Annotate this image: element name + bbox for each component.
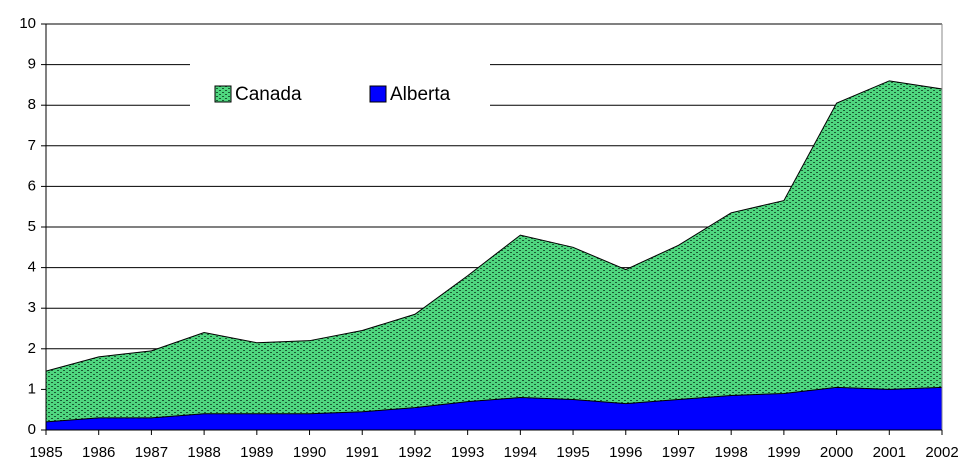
- x-tick-label: 1991: [346, 444, 379, 461]
- legend-swatch: [369, 85, 387, 103]
- y-tick-label: 3: [28, 299, 36, 316]
- x-tick-label: 1999: [767, 444, 800, 461]
- y-tick-label: 2: [28, 340, 36, 357]
- legend-label: Alberta: [390, 84, 451, 105]
- x-tick-label: 1988: [187, 444, 220, 461]
- x-tick-label: 1993: [451, 444, 484, 461]
- area: [45, 80, 943, 431]
- y-tick-label: 5: [28, 218, 36, 235]
- x-tick-label: 1997: [662, 444, 695, 461]
- legend: Canada Alberta: [190, 64, 490, 124]
- x-tick-label: 2002: [925, 444, 958, 461]
- y-tick-label: 4: [28, 259, 36, 276]
- x-tick-label: 1992: [398, 444, 431, 461]
- area: [45, 386, 943, 431]
- y-tick-label: 6: [28, 177, 36, 194]
- x-tick-label: 1985: [29, 444, 62, 461]
- x-tick-label: 1990: [293, 444, 326, 461]
- legend-box: [190, 64, 490, 124]
- y-tick-label: 10: [19, 15, 36, 32]
- x-tick-label: 1989: [240, 444, 273, 461]
- legend-swatch: [214, 85, 232, 103]
- x-tick-label: 1994: [504, 444, 537, 461]
- x-tick-label: 1986: [82, 444, 115, 461]
- y-tick-label: 7: [28, 137, 36, 154]
- y-tick-label: 9: [28, 56, 36, 73]
- y-tick-label: 8: [28, 96, 36, 113]
- x-tick-label: 2000: [820, 444, 853, 461]
- x-tick-label: 1987: [135, 444, 168, 461]
- y-tick-label: 0: [28, 421, 36, 438]
- x-tick-label: 2001: [873, 444, 906, 461]
- x-tick-label: 1995: [556, 444, 589, 461]
- x-tick-label: 1996: [609, 444, 642, 461]
- x-tick-label: 1998: [714, 444, 747, 461]
- y-tick-label: 1: [28, 380, 36, 397]
- legend-label: Canada: [235, 84, 302, 105]
